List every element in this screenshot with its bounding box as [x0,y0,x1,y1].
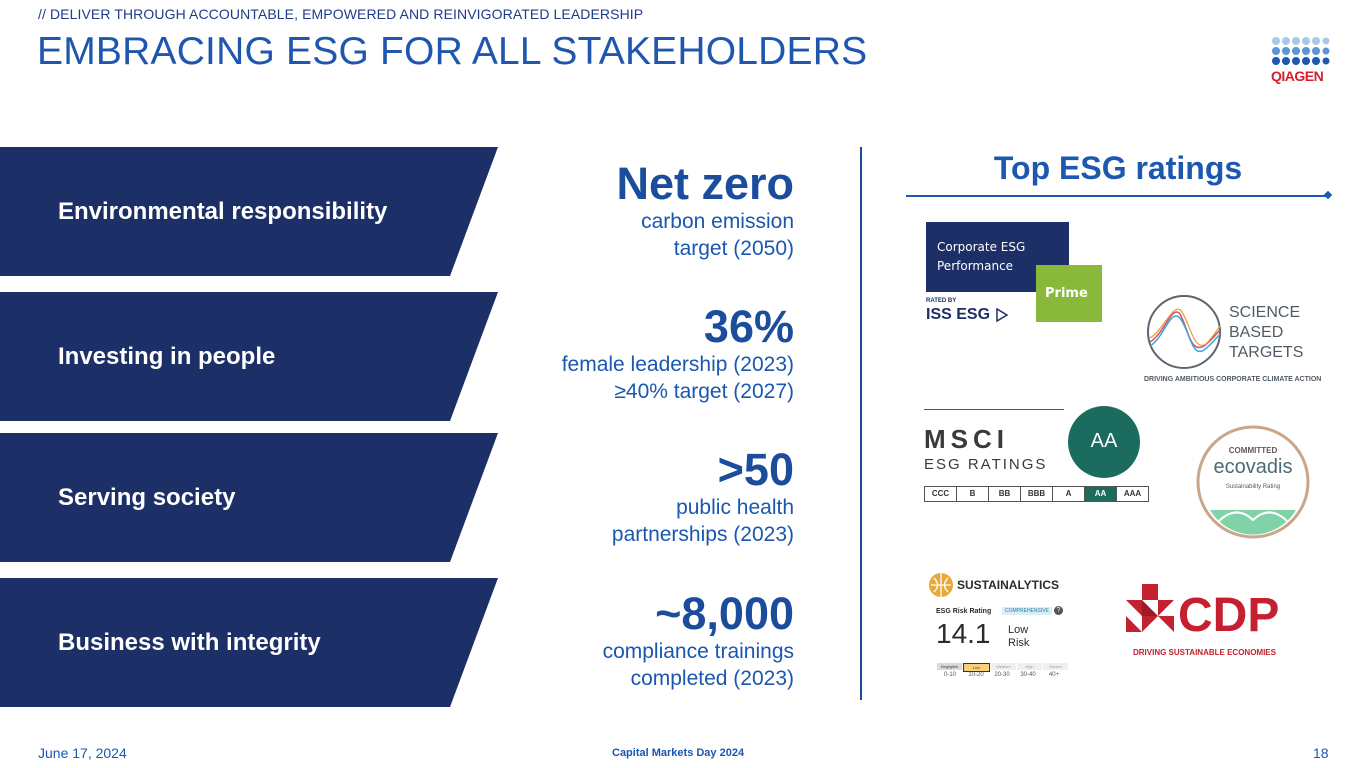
ecovadis-medal-icon [1196,425,1310,539]
stat-line: public health [676,496,794,519]
sustainalytics-brand: SUSTAINALYTICS [957,578,1060,592]
pillar-banner-people: Investing in people [0,292,498,421]
page-number: 18 [1313,745,1329,761]
page-title: EMBRACING ESG FOR ALL STAKEHOLDERS [37,30,868,73]
risk-band-active: Low [963,663,990,672]
help-icon: ? [1054,606,1063,615]
sbt-tagline: DRIVING AMBITIOUS CORPORATE CLIMATE ACTI… [1144,376,1322,383]
msci-badge: MSCI ESG RATINGS AA CCC B BB BBB A AA AA… [924,404,1149,504]
iss-rated-by: RATED BY [926,298,957,304]
ecovadis-brand: ecovadis [1213,456,1293,478]
qiagen-logo: QIAGEN [1270,36,1330,86]
sbt-line3: TARGETS [1229,344,1304,361]
stat-line: female leadership (2023) [561,353,794,376]
sustainalytics-risk2: Risk [1008,637,1030,649]
msci-scale-item: A [1053,487,1085,501]
footer-date: June 17, 2024 [38,745,127,761]
ratings-title: Top ESG ratings [993,150,1243,186]
stat-line: carbon emission [641,210,794,233]
msci-scale-item-active: AA [1085,487,1117,501]
stat-value: ~8,000 [655,588,794,639]
ratings-underline-diamond [1323,190,1333,200]
risk-range: 20-30 [994,672,1010,678]
stat-female-leadership: 36% female leadership (2023) ≥40% target… [562,303,794,405]
pillar-label: Serving society [58,483,236,511]
sustainalytics-ranges: 0-10 10-20 20-30 30-40 40+ [937,672,1067,678]
risk-band: Medium [991,663,1016,670]
sustainalytics-risk1: Low [1008,624,1029,636]
risk-band: Severe [1043,663,1068,670]
risk-band: Negligible [937,663,962,670]
sustainalytics-label: ESG Risk Rating [936,608,992,615]
msci-scale-item: CCC [925,487,957,501]
play-arrow-icon [996,308,1008,322]
stat-value: Net zero [616,158,794,209]
sustainalytics-badge: SUSTAINALYTICS ESG Risk Rating COMPREHEN… [928,570,1078,680]
supertitle: // DELIVER THROUGH ACCOUNTABLE, EMPOWERE… [38,6,644,22]
stat-line: completed (2023) [630,667,794,690]
msci-brand: MSCI [924,424,1009,454]
sbt-waves-icon [1147,295,1221,369]
stat-line: partnerships (2023) [611,523,794,546]
pillar-label: Investing in people [58,342,276,370]
pillar-banner-society: Serving society [0,433,498,562]
risk-range: 0-10 [943,672,956,678]
stat-net-zero: Net zero carbon emission target (2050) [616,160,794,262]
banner-shape [0,147,498,276]
msci-scale-item: AAA [1123,489,1142,498]
msci-grade: AA [1090,430,1118,452]
stat-value: >50 [717,444,794,495]
iss-line2: Performance [937,259,1014,273]
ecovadis-badge: COMMITTED ecovadis Sustainability Rating [1196,424,1310,540]
stat-line: ≥40% target (2027) [614,380,794,403]
stat-trainings: ~8,000 compliance trainings completed (2… [603,590,794,692]
stat-partnerships: >50 public health partnerships (2023) [612,446,794,548]
msci-scale: CCC B BB BBB A AA AAA [924,486,1149,502]
iss-brand: ISS ESG [926,306,991,323]
iss-prime-badge: Prime [1045,286,1088,301]
risk-range: 40+ [1048,672,1060,678]
qiagen-wordmark: QIAGEN [1271,68,1324,84]
cdp-tagline: DRIVING SUSTAINABLE ECONOMIES [1133,648,1276,657]
risk-range: 30-40 [1020,672,1036,678]
stat-value: 36% [703,301,794,352]
cdp-mark-icon [1126,584,1174,632]
ecovadis-sub: Sustainability Rating [1225,484,1281,490]
risk-band: High [1017,663,1042,670]
iss-line1: Corporate ESG [937,240,1026,254]
msci-scale-item: B [957,487,989,501]
ratings-underline [906,195,1326,197]
ecovadis-top: COMMITTED [1228,446,1278,455]
pillar-banner-environment: Environmental responsibility [0,147,498,276]
cdp-brand: CDP [1178,589,1280,642]
qiagen-dots-icon [1272,37,1330,65]
risk-range: 10-20 [968,672,984,678]
stat-line: target (2050) [673,237,794,260]
msci-scale-item: BB [989,487,1021,501]
column-divider [860,147,862,700]
sbt-line2: BASED [1229,324,1284,341]
banner-shape [0,292,498,421]
sustainalytics-bands: Negligible Low Medium High Severe [937,663,1068,672]
sbt-line1: SCIENCE [1229,304,1301,321]
pillar-banner-integrity: Business with integrity [0,578,498,707]
banner-shape [0,433,498,562]
sbt-badge: SCIENCE BASED TARGETS DRIVING AMBITIOUS … [1140,294,1322,386]
footer-event: Capital Markets Day 2024 [612,747,745,759]
pillar-label: Environmental responsibility [58,197,388,225]
cdp-badge: CDP DRIVING SUSTAINABLE ECONOMIES [1126,584,1310,662]
iss-esg-badge: Corporate ESG Performance Prime RATED BY… [926,222,1106,326]
banner-shape [0,578,498,707]
msci-scale-item: BBB [1021,487,1053,501]
stat-line: compliance trainings [602,640,794,663]
msci-sub: ESG RATINGS [924,456,1048,473]
pillar-label: Business with integrity [58,628,321,656]
sustainalytics-score: 14.1 [936,618,991,649]
sustainalytics-tag: COMPREHENSIVE [1002,607,1052,615]
sustainalytics-globe-icon [929,573,953,597]
